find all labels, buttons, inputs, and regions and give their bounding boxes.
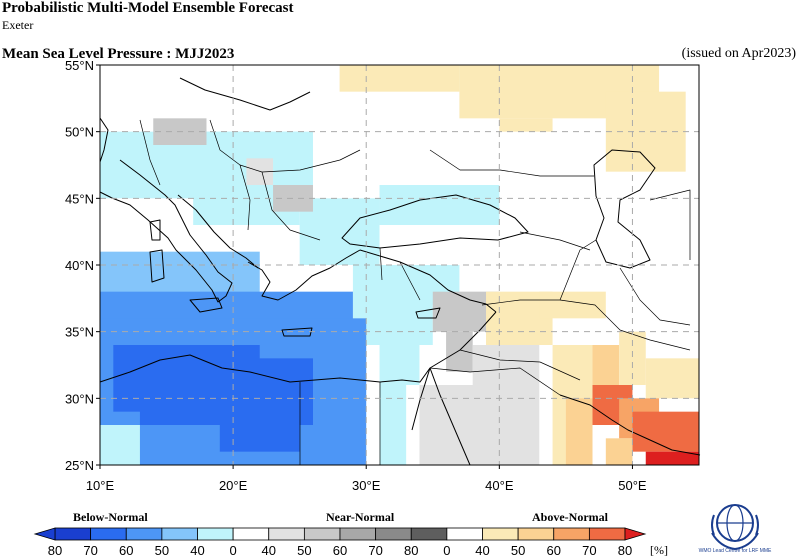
legend-swatch bbox=[446, 527, 483, 541]
coastline-adriatic bbox=[177, 194, 259, 269]
gulf-aqaba bbox=[411, 367, 431, 431]
probability-cell bbox=[605, 438, 633, 465]
probability-cell bbox=[645, 451, 699, 465]
baltic-coast bbox=[179, 77, 311, 111]
graticule bbox=[100, 65, 699, 465]
x-tick-label: 40°E bbox=[485, 478, 514, 493]
logo-caption: WMO Lead Centre for LRF MME bbox=[698, 548, 772, 554]
probability-cell bbox=[379, 385, 407, 465]
red-sea bbox=[429, 367, 471, 466]
centre-subtitle: Exeter bbox=[2, 18, 34, 32]
legend-tick-label: 50 bbox=[155, 543, 169, 558]
legend-swatch bbox=[161, 527, 198, 541]
y-tick-label: 55°N bbox=[65, 58, 94, 73]
legend-tick-label: 40 bbox=[475, 543, 489, 558]
x-tick-label: 10°E bbox=[86, 478, 115, 493]
legend-swatch bbox=[232, 527, 270, 541]
black-sea bbox=[341, 194, 529, 249]
probability-cell bbox=[499, 118, 553, 132]
cyprus bbox=[415, 307, 441, 319]
coastline-north-africa bbox=[99, 354, 381, 383]
legend-tick-label: 0 bbox=[443, 543, 450, 558]
legend-swatch bbox=[375, 527, 412, 541]
legend-tick-label: 40 bbox=[190, 543, 204, 558]
wmo-logo bbox=[711, 504, 759, 551]
borders bbox=[139, 119, 691, 465]
legend-tick-label: 60 bbox=[333, 543, 347, 558]
probability-cell bbox=[379, 345, 420, 385]
legend-tick-label: 80 bbox=[404, 543, 418, 558]
page-title: Probabilistic Multi-Model Ensemble Forec… bbox=[2, 0, 294, 16]
y-tick-label: 50°N bbox=[65, 125, 94, 140]
x-tick-label: 20°E bbox=[219, 478, 248, 493]
legend-swatch bbox=[588, 527, 626, 541]
legend-tick-label: 80 bbox=[618, 543, 632, 558]
legend-swatch bbox=[125, 527, 163, 541]
legend-below-normal: Below-Normal bbox=[73, 510, 148, 524]
legend-swatch bbox=[517, 527, 555, 541]
legend-tick-label: 0 bbox=[230, 543, 237, 558]
y-tick-label: 40°N bbox=[65, 258, 94, 273]
color-legend: 80 70 60 50 40 0 40 50 60 70 80 0 40 50 60 70 80 bbox=[33, 527, 647, 558]
latitude-ticks: 25°N 30°N 35°N 40°N 45°N 50°N 55°N bbox=[65, 58, 100, 473]
sicily bbox=[189, 297, 223, 313]
legend-tick-label: 70 bbox=[368, 543, 382, 558]
legend-tick-label: 60 bbox=[547, 543, 561, 558]
variable-title: Mean Sea Level Pressure : MJJ2023 bbox=[2, 46, 235, 62]
legend-tick-label: 50 bbox=[511, 543, 525, 558]
x-tick-label: 50°E bbox=[618, 478, 647, 493]
legend-tick-label: 70 bbox=[83, 543, 97, 558]
legend-tick-label: 50 bbox=[297, 543, 311, 558]
x-tick-label: 30°E bbox=[352, 478, 381, 493]
probability-cell bbox=[379, 185, 500, 225]
y-tick-label: 30°N bbox=[65, 391, 94, 406]
probability-cell bbox=[446, 331, 473, 372]
probability-cell bbox=[339, 65, 460, 92]
legend-swatch bbox=[303, 527, 341, 541]
issued-date: (issued on Apr2023) bbox=[681, 46, 796, 61]
legend-swatch bbox=[197, 527, 234, 541]
coastline-greece bbox=[247, 249, 361, 301]
legend-tick-label: 60 bbox=[119, 543, 133, 558]
legend-unit: [%] bbox=[650, 543, 668, 557]
y-tick-label: 25°N bbox=[65, 458, 94, 473]
y-tick-label: 35°N bbox=[65, 325, 94, 340]
probability-cell bbox=[565, 398, 593, 465]
legend-tick-label: 80 bbox=[48, 543, 62, 558]
legend-swatch bbox=[410, 527, 448, 541]
crete bbox=[281, 327, 313, 337]
legend-near-normal: Near-Normal bbox=[326, 510, 395, 524]
legend-tick-label: 70 bbox=[582, 543, 596, 558]
legend-tick-label: 40 bbox=[262, 543, 276, 558]
probability-cell bbox=[632, 411, 699, 452]
probability-cell bbox=[592, 345, 620, 385]
legend-arrow-left bbox=[33, 527, 56, 541]
legend-swatch bbox=[54, 527, 92, 541]
probability-cell bbox=[539, 291, 606, 319]
legend-above-normal: Above-Normal bbox=[532, 510, 608, 524]
legend-swatch bbox=[482, 527, 519, 541]
legend-swatch bbox=[268, 527, 305, 541]
legend-swatch bbox=[90, 527, 127, 541]
legend-swatch bbox=[339, 527, 377, 541]
persian-gulf bbox=[559, 394, 701, 456]
corsica bbox=[149, 219, 161, 241]
probability-cell bbox=[100, 425, 140, 465]
coastline-italy bbox=[99, 159, 233, 303]
coastline-west bbox=[99, 117, 109, 163]
longitude-ticks: 10°E 20°E 30°E 40°E 50°E bbox=[86, 465, 647, 493]
y-tick-label: 45°N bbox=[65, 191, 94, 206]
caspian-sea bbox=[593, 149, 656, 269]
legend-arrow-right bbox=[624, 527, 647, 541]
probability-cell bbox=[219, 411, 300, 452]
sardinia bbox=[149, 249, 165, 283]
probability-cell bbox=[645, 358, 699, 399]
coastlines bbox=[99, 77, 701, 466]
legend-swatch bbox=[553, 527, 590, 541]
